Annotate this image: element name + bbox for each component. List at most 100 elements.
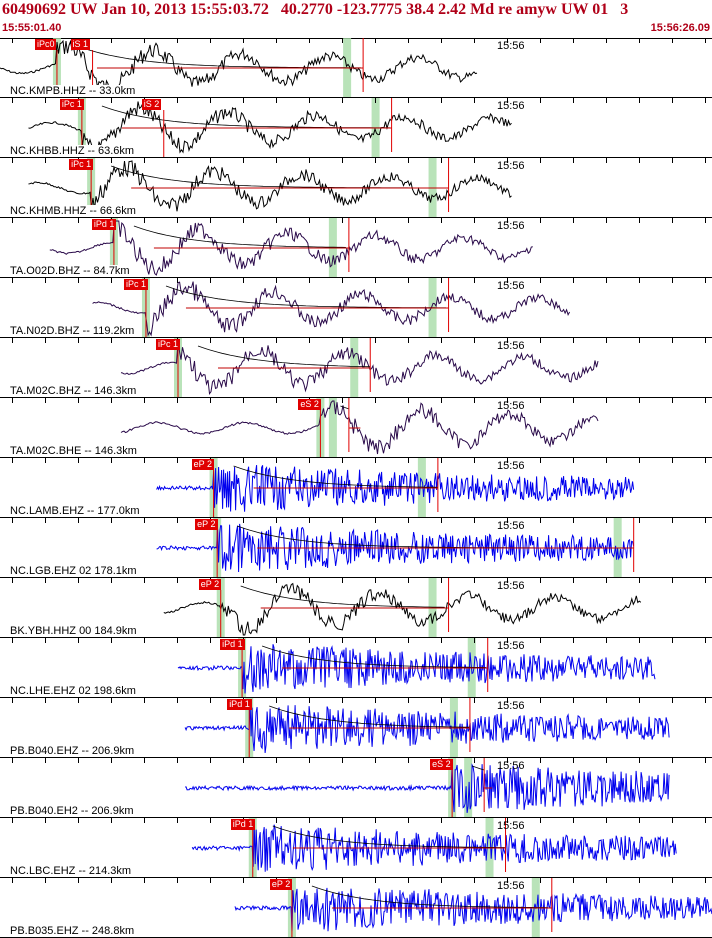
time-tick (375, 338, 376, 343)
time-tick (639, 38, 640, 43)
time-tick (45, 698, 46, 703)
time-tick (111, 98, 112, 103)
time-tick (111, 338, 112, 343)
time-tick (573, 758, 574, 763)
time-tick (309, 278, 310, 283)
time-tick (474, 758, 475, 763)
time-tick (342, 338, 343, 343)
station-label: NC.LHE.EHZ 02 198.6km (10, 685, 138, 697)
station-label: NC.LAMB.EHZ -- 177.0km (10, 505, 142, 517)
time-tick (78, 218, 79, 223)
phase-pick-flag[interactable]: iS 2 (141, 99, 162, 110)
time-tick (276, 398, 277, 403)
trace-panel[interactable]: eP 2 15:56 NC.LAMB.EHZ -- 177.0km (0, 458, 712, 518)
time-tick (243, 218, 244, 223)
trace-panel[interactable]: eS 2 15:56 TA.M02C.BHE -- 146.3km (0, 398, 712, 458)
time-tick (408, 278, 409, 283)
time-tick (45, 218, 46, 223)
time-tick (705, 338, 706, 343)
trace-panel[interactable]: iPd 1 15:56 TA.O02D.BHZ -- 84.7km (0, 218, 712, 278)
time-tick (375, 638, 376, 643)
phase-pick-flag[interactable]: iPc0 (34, 39, 57, 50)
time-tick (441, 98, 442, 103)
time-tick (144, 638, 145, 643)
time-tick (705, 458, 706, 463)
time-tick (177, 158, 178, 163)
phase-pick-flag[interactable]: eP 2 (191, 459, 214, 470)
time-tick (309, 38, 310, 43)
time-tick (540, 98, 541, 103)
time-tick (243, 578, 244, 583)
trace-panel[interactable]: iPd 1 15:56 NC.LHE.EHZ 02 198.6km (0, 638, 712, 698)
time-tick (672, 818, 673, 823)
time-tick (474, 518, 475, 523)
waveform-plot (185, 758, 670, 817)
trace-panel[interactable]: iPc0 iS 1 15:56 NC.KMPB.HHZ -- 33.0km (0, 38, 712, 98)
time-tick (573, 878, 574, 883)
time-tick (12, 278, 13, 283)
trace-panel[interactable]: eS 2 15:56 PB.B040.EH2 -- 206.9km (0, 758, 712, 818)
waveform-plot (92, 278, 571, 337)
time-tick (144, 878, 145, 883)
station-label: BK.YBH.HHZ 00 184.9km (10, 625, 139, 637)
time-tick (441, 458, 442, 463)
trace-panel[interactable]: iPd 1 15:56 PB.B040.EHZ -- 206.9km (0, 698, 712, 758)
trace-panel[interactable]: eP 2 15:56 NC.LGB.EHZ 02 178.1km (0, 518, 712, 578)
trace-panel[interactable]: iPc 1 15:56 TA.M02C.BHZ -- 146.3km (0, 338, 712, 398)
waveform-trace (177, 644, 656, 694)
trace-panel[interactable]: iPc 1 15:56 TA.N02D.BHZ -- 119.2km (0, 278, 712, 338)
trace-panel[interactable]: iPd 1 15:56 NC.LBC.EHZ -- 214.3km (0, 818, 712, 878)
phase-pick-flag[interactable]: iPc 1 (59, 99, 84, 110)
trace-panel[interactable]: iPc 1 iS 2 15:56 NC.KHBB.HHZ -- 63.6km (0, 98, 712, 158)
phase-pick-flag[interactable]: iPd 1 (230, 819, 256, 830)
phase-pick-flag[interactable]: iPc 1 (123, 279, 148, 290)
time-tick (45, 398, 46, 403)
time-tick (342, 98, 343, 103)
phase-pick-flag[interactable]: iPd 1 (91, 219, 117, 230)
trace-time-label: 15:56 (497, 400, 525, 412)
time-tick (309, 158, 310, 163)
time-tick (12, 818, 13, 823)
time-tick (78, 458, 79, 463)
time-tick (639, 398, 640, 403)
phase-pick-flag[interactable]: iPd 1 (227, 699, 252, 710)
time-tick (309, 338, 310, 343)
phase-pick-flag[interactable]: iPc 1 (156, 339, 181, 350)
phase-pick-flag[interactable]: iPc 1 (69, 159, 94, 170)
phase-pick-flag[interactable]: iPd 1 (220, 639, 245, 650)
waveform-plot (28, 158, 512, 217)
time-tick (606, 578, 607, 583)
time-tick (540, 38, 541, 43)
time-tick (573, 518, 574, 523)
time-tick (78, 398, 79, 403)
time-tick (243, 398, 244, 403)
trace-time-label: 15:56 (497, 520, 525, 532)
time-tick (144, 698, 145, 703)
time-tick (111, 818, 112, 823)
waveform-plot (234, 878, 712, 937)
phase-pick-flag[interactable]: eP 2 (195, 519, 218, 530)
time-tick (177, 278, 178, 283)
time-tick (639, 458, 640, 463)
time-tick (441, 398, 442, 403)
time-tick (672, 338, 673, 343)
phase-pick-flag[interactable]: eP 2 (269, 879, 293, 890)
phase-pick-flag[interactable]: iS 1 (70, 39, 91, 50)
waveform-plot (156, 458, 635, 517)
phase-pick-flag[interactable]: eP 2 (198, 579, 222, 590)
time-tick (540, 158, 541, 163)
time-tick (342, 458, 343, 463)
time-tick (12, 38, 13, 43)
trace-panel[interactable]: eP 2 15:56 PB.B035.EHZ -- 248.8km (0, 878, 712, 938)
trace-panel[interactable]: eP 2 15:56 BK.YBH.HHZ 00 184.9km (0, 578, 712, 638)
station-label: PB.B035.EHZ -- 248.8km (10, 925, 137, 937)
time-tick (342, 518, 343, 523)
time-tick (243, 878, 244, 883)
time-window (328, 398, 337, 457)
time-tick (639, 278, 640, 283)
time-tick (408, 698, 409, 703)
phase-pick-flag[interactable]: eS 2 (298, 399, 321, 410)
time-tick (177, 98, 178, 103)
trace-panel[interactable]: iPc 1 15:56 NC.KHMB.HHZ -- 66.6km (0, 158, 712, 218)
phase-pick-flag[interactable]: eS 2 (430, 759, 453, 770)
